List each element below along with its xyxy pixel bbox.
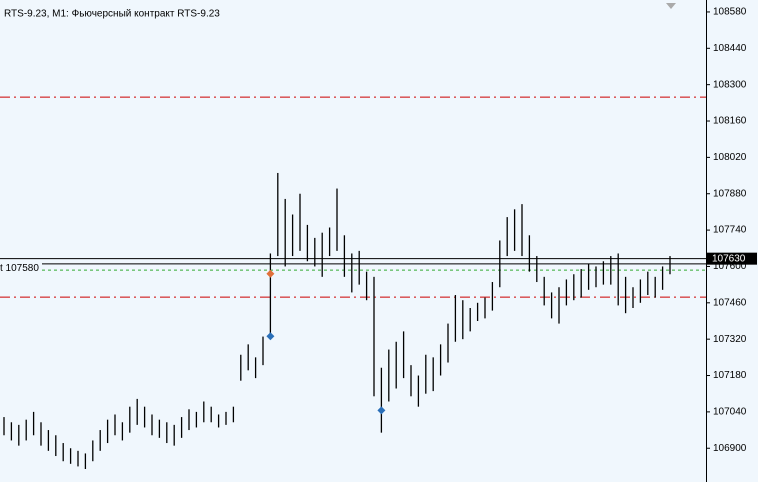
chart-title: RTS-9.23, M1: Фьючерсный контракт RTS-9.… [4, 9, 220, 20]
trade-marker [377, 406, 386, 415]
bid-label-box [0, 262, 42, 274]
y-tick-label: 107040 [713, 407, 747, 418]
y-tick-label: 108440 [713, 43, 747, 54]
y-tick-label: 108020 [713, 152, 747, 163]
trade-marker [266, 332, 275, 341]
y-tick-label: 107460 [713, 297, 747, 308]
y-tick-label: 108300 [713, 79, 747, 90]
y-tick-label: 107740 [713, 225, 747, 236]
bid-label: t 107580 [0, 263, 39, 274]
y-tick-label: 107600 [713, 261, 747, 272]
y-tick-label: 108160 [713, 116, 747, 127]
y-tick-label: 108580 [713, 7, 747, 18]
y-tick-label: 107320 [713, 334, 747, 345]
trade-marker [266, 269, 275, 278]
y-tick-label: 107880 [713, 188, 747, 199]
y-tick-label: 107180 [713, 370, 747, 381]
current-price-box [707, 252, 757, 265]
scroll-marker [666, 3, 676, 9]
current-price-label: 107630 [712, 253, 746, 264]
y-tick-label: 106900 [713, 443, 747, 454]
